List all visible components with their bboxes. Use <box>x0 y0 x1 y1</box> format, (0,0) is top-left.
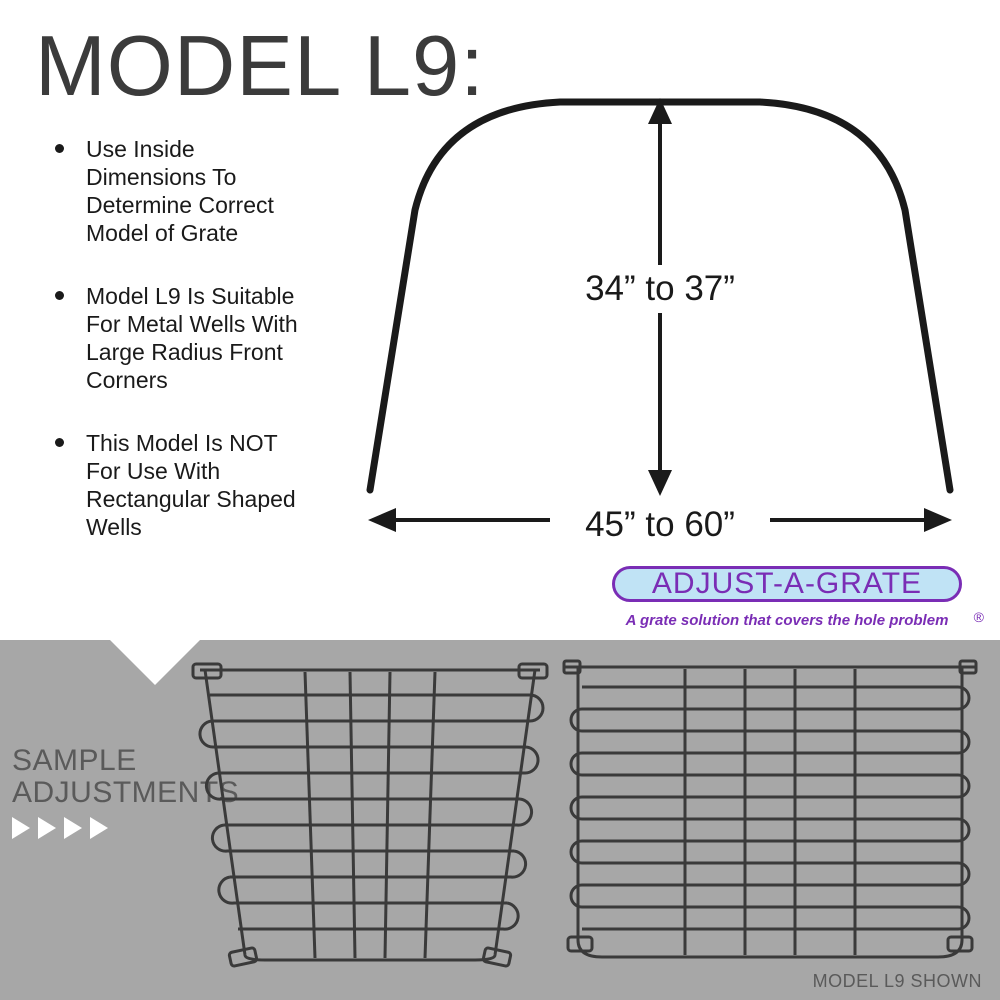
list-item: This Model Is NOT For Use With Rectangul… <box>55 429 315 541</box>
bottom-caption: MODEL L9 SHOWN <box>813 971 982 992</box>
brand-name: ADJUST-A-GRATE <box>592 560 982 608</box>
bullet-list: Use Inside Dimensions To Determine Corre… <box>55 135 315 576</box>
registered-icon: ® <box>974 609 984 625</box>
grate-sample-1 <box>190 660 550 970</box>
width-dimension-label: 45” to 60” <box>550 503 770 547</box>
chevron-right-icon <box>38 817 56 839</box>
bullet-icon <box>55 144 64 153</box>
bullet-icon <box>55 291 64 300</box>
chevron-row <box>12 817 108 839</box>
grate2-svg <box>560 655 980 970</box>
brand-logo: ADJUST-A-GRATE A grate solution that cov… <box>592 560 982 629</box>
sample-adjustments-label: SAMPLE ADJUSTMENTS <box>12 745 212 809</box>
bullet-text: Use Inside Dimensions To Determine Corre… <box>86 135 315 247</box>
brand-bubble: ADJUST-A-GRATE <box>592 560 982 608</box>
list-item: Use Inside Dimensions To Determine Corre… <box>55 135 315 247</box>
notch-icon <box>110 640 200 685</box>
chevron-right-icon <box>90 817 108 839</box>
top-section: MODEL L9: Use Inside Dimensions To Deter… <box>0 0 1000 640</box>
grate1-svg <box>190 660 550 970</box>
height-dimension-label: 34” to 37” <box>550 265 770 313</box>
brand-tagline: A grate solution that covers the hole pr… <box>592 612 982 629</box>
chevron-right-icon <box>64 817 82 839</box>
chevron-right-icon <box>12 817 30 839</box>
bullet-text: This Model Is NOT For Use With Rectangul… <box>86 429 315 541</box>
bullet-text: Model L9 Is Suitable For Metal Wells Wit… <box>86 282 315 394</box>
dimension-diagram: 34” to 37” 45” to 60” <box>350 90 970 540</box>
bullet-icon <box>55 438 64 447</box>
list-item: Model L9 Is Suitable For Metal Wells Wit… <box>55 282 315 394</box>
well-outline-svg <box>350 90 970 560</box>
sample-line1: SAMPLE <box>12 744 137 777</box>
grate-sample-2 <box>560 655 980 970</box>
